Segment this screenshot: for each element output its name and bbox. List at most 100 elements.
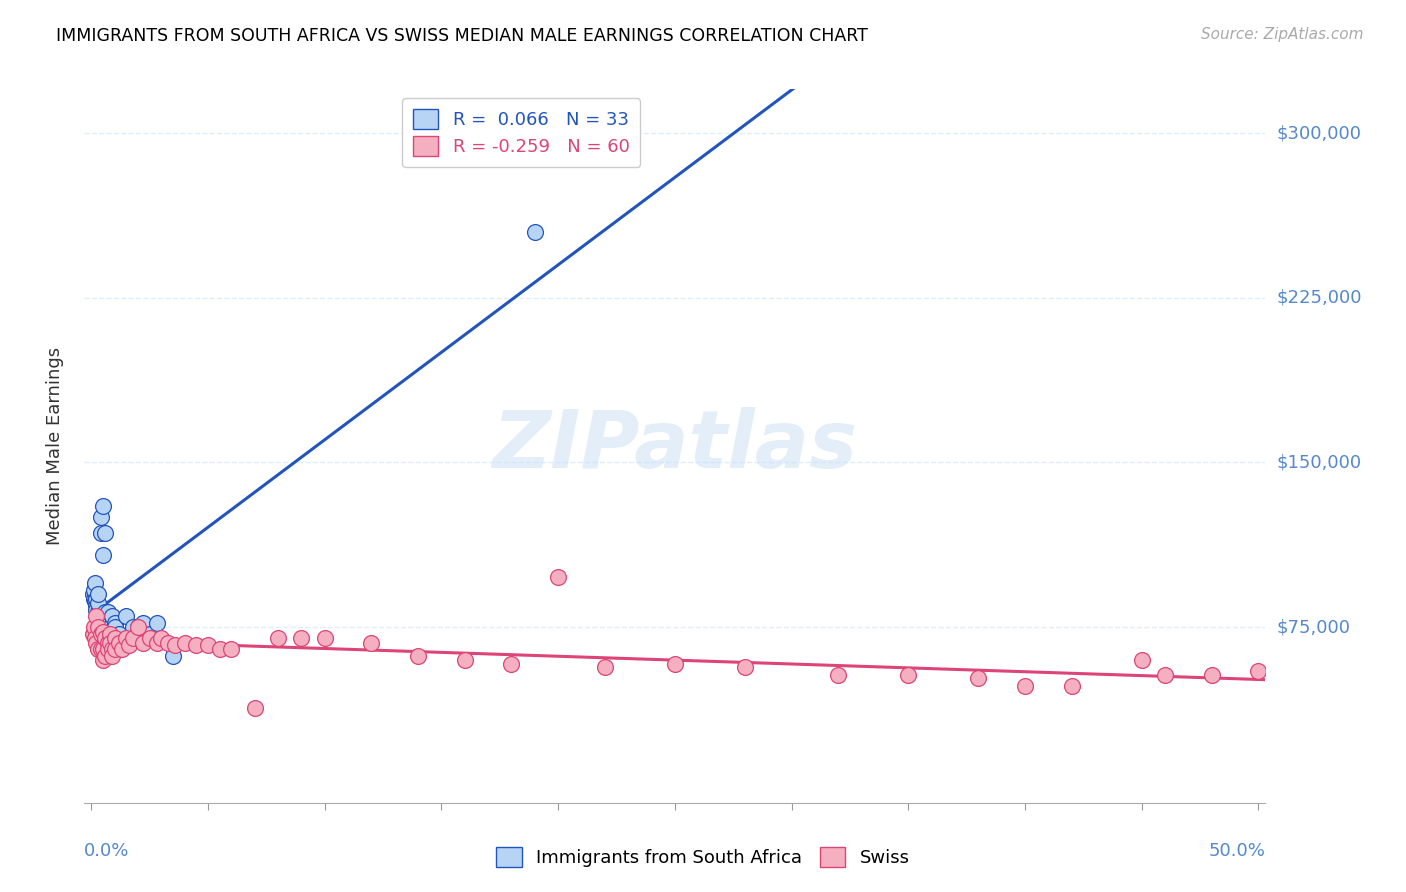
Point	[101, 609, 124, 624]
Point	[454, 653, 477, 667]
Point	[104, 642, 127, 657]
Point	[83, 591, 105, 606]
Point	[84, 602, 107, 616]
Point	[104, 631, 127, 645]
Point	[97, 635, 120, 649]
Point	[94, 605, 117, 619]
Point	[97, 642, 120, 657]
Point	[127, 620, 149, 634]
Point	[84, 635, 107, 649]
Point	[90, 642, 112, 657]
Point	[108, 626, 131, 640]
Point	[91, 500, 114, 514]
Point	[87, 620, 110, 634]
Point	[1060, 680, 1083, 694]
Point	[98, 620, 121, 634]
Point	[138, 626, 160, 640]
Text: $225,000: $225,000	[1277, 289, 1362, 307]
Point	[162, 648, 184, 663]
Point	[897, 668, 920, 682]
Point	[91, 548, 114, 562]
Point	[406, 648, 429, 663]
Point	[664, 657, 686, 672]
Point	[734, 659, 756, 673]
Point	[267, 631, 290, 645]
Point	[1154, 668, 1177, 682]
Point	[122, 631, 145, 645]
Y-axis label: Median Male Earnings: Median Male Earnings	[45, 347, 63, 545]
Point	[360, 635, 382, 649]
Point	[83, 576, 105, 591]
Point	[127, 620, 149, 634]
Point	[94, 648, 117, 663]
Point	[84, 591, 107, 606]
Point	[94, 525, 117, 540]
Point	[132, 635, 155, 649]
Point	[111, 642, 134, 657]
Point	[98, 635, 121, 649]
Point	[208, 642, 231, 657]
Text: 0.0%: 0.0%	[84, 842, 129, 860]
Text: $75,000: $75,000	[1277, 618, 1351, 636]
Point	[83, 631, 105, 645]
Text: $150,000: $150,000	[1277, 453, 1361, 472]
Point	[1130, 653, 1153, 667]
Point	[827, 668, 849, 682]
Text: 50.0%: 50.0%	[1209, 842, 1265, 860]
Text: IMMIGRANTS FROM SOUTH AFRICA VS SWISS MEDIAN MALE EARNINGS CORRELATION CHART: IMMIGRANTS FROM SOUTH AFRICA VS SWISS ME…	[56, 27, 868, 45]
Point	[115, 609, 138, 624]
Point	[243, 701, 266, 715]
Point	[101, 642, 124, 657]
Point	[115, 631, 138, 645]
Point	[87, 642, 110, 657]
Text: ZIPatlas: ZIPatlas	[492, 407, 858, 485]
Point	[104, 615, 127, 630]
Point	[122, 620, 145, 634]
Point	[84, 598, 107, 612]
Point	[83, 594, 105, 608]
Point	[173, 635, 195, 649]
Point	[91, 624, 114, 639]
Point	[145, 635, 167, 649]
Point	[91, 609, 114, 624]
Point	[1014, 680, 1036, 694]
Point	[82, 587, 104, 601]
Text: $300,000: $300,000	[1277, 124, 1361, 142]
Legend: Immigrants from South Africa, Swiss: Immigrants from South Africa, Swiss	[489, 839, 917, 874]
Point	[1201, 668, 1223, 682]
Point	[118, 638, 141, 652]
Point	[83, 620, 105, 634]
Point	[108, 635, 131, 649]
Point	[90, 510, 112, 524]
Point	[138, 631, 160, 645]
Point	[547, 569, 569, 583]
Point	[91, 642, 114, 657]
Point	[82, 626, 104, 640]
Point	[523, 225, 546, 239]
Point	[104, 620, 127, 634]
Point	[132, 615, 155, 630]
Point	[221, 642, 243, 657]
Point	[1247, 664, 1270, 678]
Point	[84, 609, 107, 624]
Point	[101, 648, 124, 663]
Point	[290, 631, 312, 645]
Point	[97, 614, 120, 628]
Point	[165, 638, 187, 652]
Point	[593, 659, 616, 673]
Point	[314, 631, 336, 645]
Point	[145, 615, 167, 630]
Point	[157, 635, 180, 649]
Point	[91, 653, 114, 667]
Point	[87, 587, 110, 601]
Point	[501, 657, 523, 672]
Point	[87, 605, 110, 619]
Point	[97, 605, 120, 619]
Text: Source: ZipAtlas.com: Source: ZipAtlas.com	[1201, 27, 1364, 42]
Point	[83, 582, 105, 597]
Legend: R =  0.066   N = 33, R = -0.259   N = 60: R = 0.066 N = 33, R = -0.259 N = 60	[402, 98, 641, 167]
Point	[197, 638, 219, 652]
Point	[87, 596, 110, 610]
Point	[94, 631, 117, 645]
Point	[186, 638, 208, 652]
